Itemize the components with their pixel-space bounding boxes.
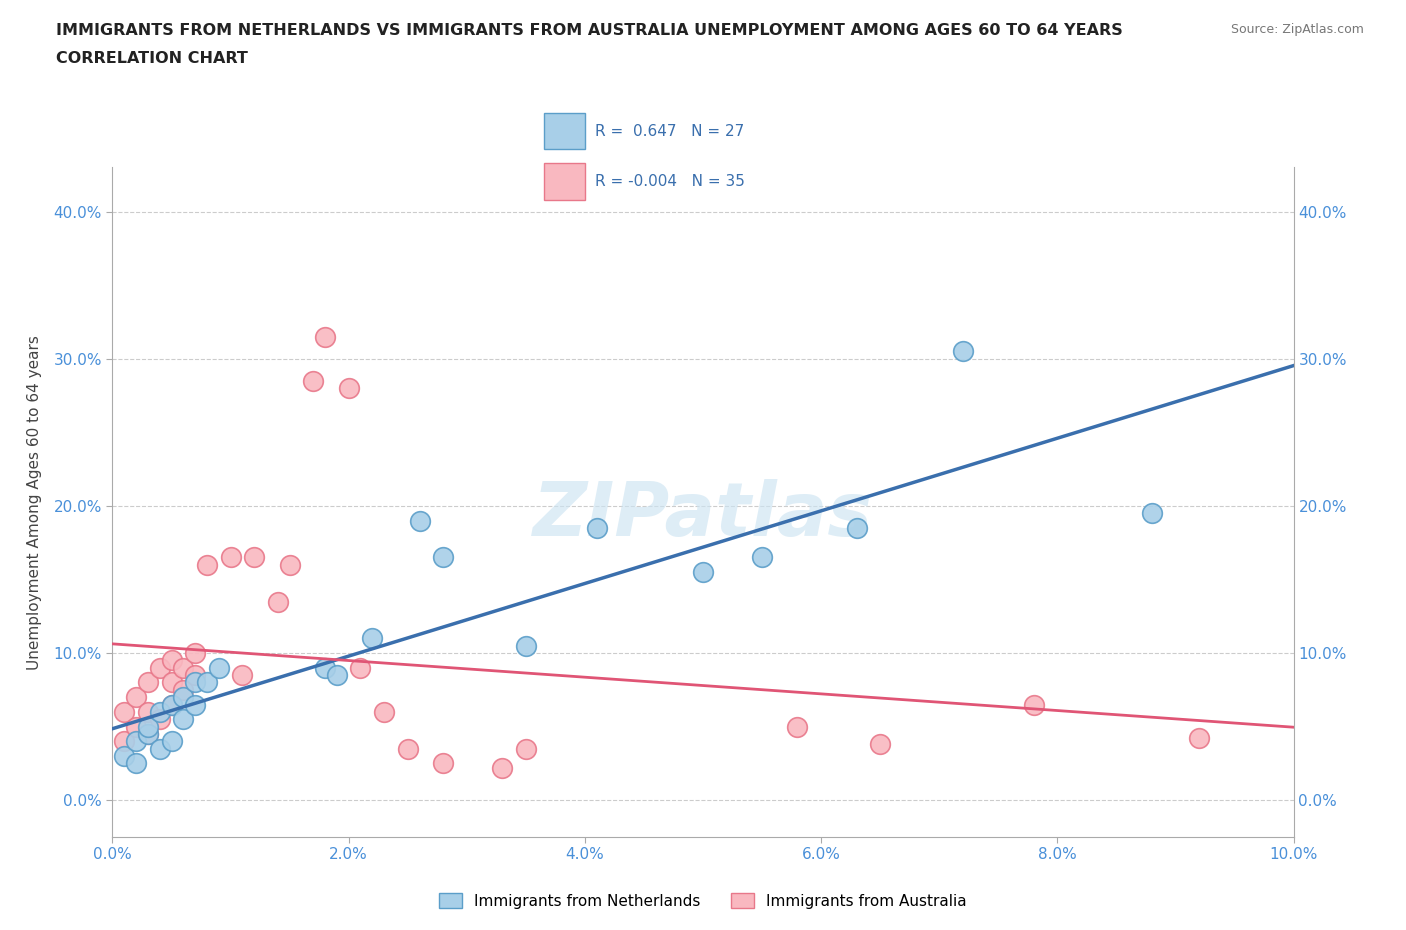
Point xyxy=(160,653,183,668)
Point xyxy=(172,711,194,726)
Point xyxy=(1140,506,1163,521)
Text: R = -0.004   N = 35: R = -0.004 N = 35 xyxy=(595,174,745,189)
Point xyxy=(326,668,349,683)
Point xyxy=(172,683,194,698)
Point xyxy=(302,373,325,388)
Point xyxy=(136,704,159,719)
Point xyxy=(160,734,183,749)
Point xyxy=(149,711,172,726)
Point xyxy=(491,761,513,776)
Point xyxy=(172,690,194,705)
Point xyxy=(432,756,454,771)
Point xyxy=(160,698,183,712)
Point xyxy=(160,675,183,690)
Point xyxy=(373,704,395,719)
Point xyxy=(243,550,266,565)
Point xyxy=(184,675,207,690)
Point xyxy=(396,741,419,756)
Point xyxy=(160,698,183,712)
Point xyxy=(585,521,607,536)
Point xyxy=(219,550,242,565)
Text: Source: ZipAtlas.com: Source: ZipAtlas.com xyxy=(1230,23,1364,36)
Point xyxy=(349,660,371,675)
Point xyxy=(267,594,290,609)
Point xyxy=(692,565,714,579)
Text: R =  0.647   N = 27: R = 0.647 N = 27 xyxy=(595,124,744,139)
Y-axis label: Unemployment Among Ages 60 to 64 years: Unemployment Among Ages 60 to 64 years xyxy=(28,335,42,670)
FancyBboxPatch shape xyxy=(544,113,585,150)
Point xyxy=(149,741,172,756)
Point xyxy=(845,521,868,536)
Point xyxy=(869,737,891,751)
Point xyxy=(278,557,301,572)
Point xyxy=(195,675,218,690)
Text: CORRELATION CHART: CORRELATION CHART xyxy=(56,51,247,66)
Point xyxy=(337,380,360,395)
Text: ZIPatlas: ZIPatlas xyxy=(533,479,873,552)
Point xyxy=(184,645,207,660)
Point xyxy=(136,726,159,741)
Point xyxy=(149,704,172,719)
Point xyxy=(952,344,974,359)
Point xyxy=(195,557,218,572)
Point xyxy=(136,719,159,734)
Point xyxy=(112,749,135,764)
FancyBboxPatch shape xyxy=(544,164,585,200)
Point xyxy=(125,690,148,705)
Point xyxy=(136,726,159,741)
Point xyxy=(432,550,454,565)
Point xyxy=(786,719,808,734)
Point xyxy=(1022,698,1045,712)
Point xyxy=(231,668,253,683)
Point xyxy=(125,734,148,749)
Point xyxy=(751,550,773,565)
Point xyxy=(172,660,194,675)
Point xyxy=(208,660,231,675)
Point xyxy=(408,513,430,528)
Point xyxy=(149,660,172,675)
Legend: Immigrants from Netherlands, Immigrants from Australia: Immigrants from Netherlands, Immigrants … xyxy=(432,885,974,916)
Point xyxy=(314,660,336,675)
Point xyxy=(1188,731,1211,746)
Point xyxy=(515,638,537,653)
Point xyxy=(125,756,148,771)
Point xyxy=(361,631,384,645)
Point xyxy=(136,675,159,690)
Point xyxy=(184,668,207,683)
Point xyxy=(112,704,135,719)
Point xyxy=(125,719,148,734)
Point xyxy=(184,698,207,712)
Text: IMMIGRANTS FROM NETHERLANDS VS IMMIGRANTS FROM AUSTRALIA UNEMPLOYMENT AMONG AGES: IMMIGRANTS FROM NETHERLANDS VS IMMIGRANT… xyxy=(56,23,1123,38)
Point xyxy=(515,741,537,756)
Point xyxy=(112,734,135,749)
Point xyxy=(314,329,336,344)
